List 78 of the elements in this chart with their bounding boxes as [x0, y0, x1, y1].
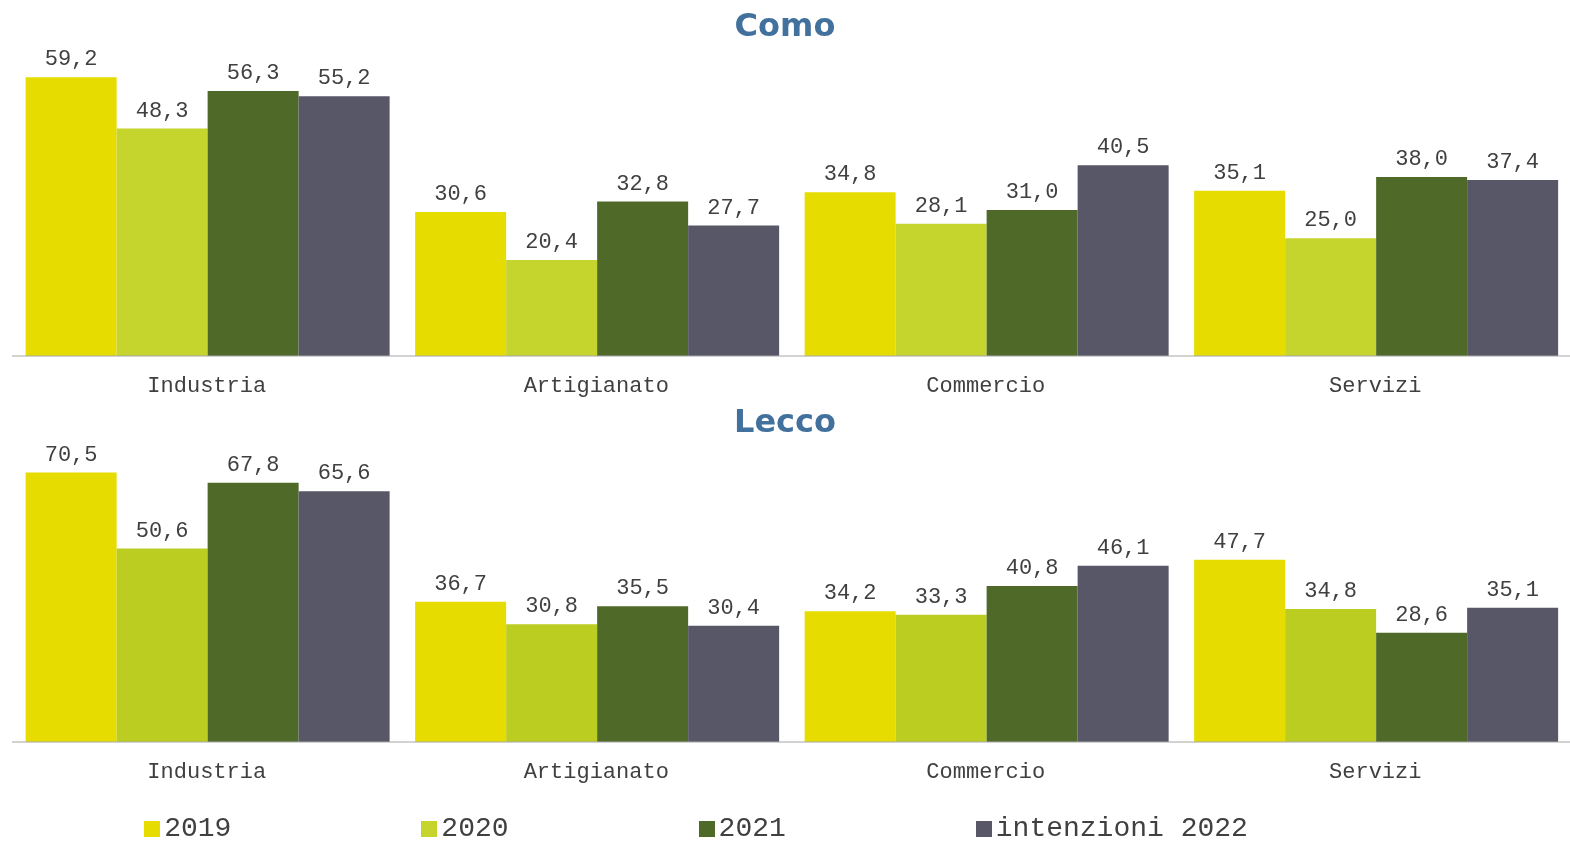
bar — [1285, 238, 1377, 356]
data-label: 40,5 — [1096, 135, 1150, 161]
bar — [895, 223, 987, 356]
bar — [804, 192, 896, 356]
data-label: 34,8 — [823, 162, 877, 188]
data-label: 67,8 — [226, 452, 280, 478]
data-label: 38,0 — [1395, 147, 1449, 173]
data-label: 34,2 — [823, 581, 877, 607]
bar — [1194, 559, 1286, 742]
data-label: 35,1 — [1213, 160, 1267, 186]
bar — [597, 201, 689, 356]
bar — [207, 90, 299, 356]
bar — [1467, 607, 1559, 742]
data-label: 37,4 — [1486, 149, 1540, 175]
bar — [116, 128, 208, 356]
data-label: 30,8 — [525, 594, 579, 620]
bar — [25, 77, 117, 356]
data-label: 33,3 — [914, 584, 968, 610]
bar — [1285, 609, 1377, 742]
chart-title: Lecco — [733, 402, 837, 440]
bar — [298, 96, 390, 356]
data-label: 36,7 — [434, 571, 488, 597]
x-tick-label: Commercio — [926, 759, 1046, 785]
legend-label: 2021 — [718, 813, 786, 844]
x-tick-label: Industria — [147, 373, 267, 399]
bar — [25, 472, 117, 742]
bar — [986, 586, 1078, 742]
x-tick-label: Industria — [147, 759, 267, 785]
data-label: 34,8 — [1304, 579, 1358, 604]
data-label: 65,6 — [317, 461, 371, 487]
legend-label: 2020 — [441, 813, 509, 844]
data-label: 31,0 — [1005, 180, 1059, 206]
bar — [207, 482, 299, 742]
bar — [1467, 179, 1559, 356]
data-label: 30,4 — [707, 595, 761, 621]
bar — [895, 614, 987, 742]
data-label: 27,7 — [707, 195, 761, 221]
bar — [688, 225, 780, 356]
x-tick-label: Artigianato — [523, 373, 669, 399]
legend-label: intenzioni 2022 — [995, 813, 1248, 844]
bar — [1194, 190, 1286, 356]
x-tick-label: Servizi — [1329, 759, 1422, 785]
x-tick-label: Commercio — [926, 373, 1046, 399]
data-label: 32,8 — [616, 171, 670, 197]
legend-label: 2019 — [164, 813, 232, 844]
data-label: 35,5 — [616, 576, 670, 602]
bar — [986, 210, 1078, 356]
data-label: 20,4 — [525, 229, 579, 255]
x-tick-label: Servizi — [1329, 373, 1422, 399]
bar — [506, 624, 598, 742]
bar — [415, 601, 507, 742]
data-label: 70,5 — [44, 442, 98, 468]
bar — [688, 625, 780, 742]
data-label: 40,8 — [1005, 556, 1059, 582]
data-label: 50,6 — [135, 518, 189, 544]
chart-title: Como — [733, 6, 837, 44]
data-label: 35,1 — [1486, 577, 1540, 603]
bar — [1077, 165, 1169, 356]
bar — [597, 606, 689, 742]
bar — [1376, 632, 1468, 742]
bar — [415, 211, 507, 356]
bar — [506, 259, 598, 356]
data-label: 55,2 — [317, 66, 371, 92]
data-label: 28,1 — [914, 193, 968, 219]
data-label: 59,2 — [44, 47, 98, 73]
bar — [1376, 177, 1468, 356]
data-label: 25,0 — [1304, 208, 1358, 234]
data-label: 47,7 — [1213, 529, 1267, 555]
x-tick-label: Artigianato — [523, 759, 669, 785]
data-label: 56,3 — [226, 60, 280, 86]
data-label: 30,6 — [434, 181, 488, 207]
data-label: 28,6 — [1395, 602, 1449, 628]
data-label: 48,3 — [135, 98, 189, 124]
bar — [298, 491, 390, 742]
bar — [804, 611, 896, 742]
bar — [1077, 565, 1169, 742]
bar — [116, 548, 208, 742]
data-label: 46,1 — [1096, 535, 1150, 561]
